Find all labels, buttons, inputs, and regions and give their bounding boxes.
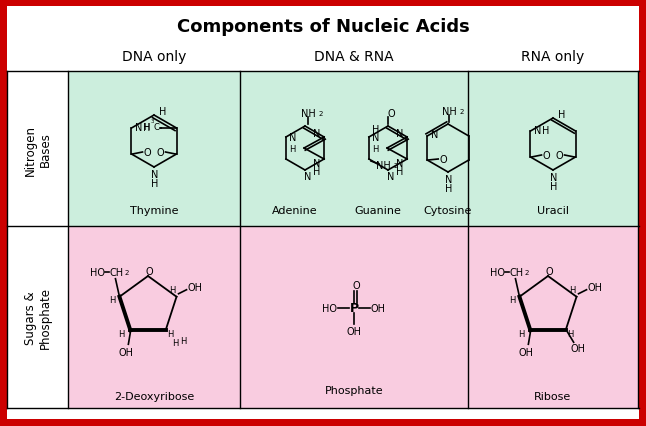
Text: H: H (167, 329, 174, 338)
Text: C: C (154, 122, 160, 131)
Text: H: H (567, 329, 574, 338)
Text: H: H (160, 107, 167, 117)
Text: Thymine: Thymine (130, 205, 178, 216)
Text: O: O (556, 151, 563, 161)
Text: H: H (445, 184, 453, 193)
Text: OH: OH (119, 348, 134, 357)
Text: O: O (143, 148, 151, 158)
Text: H: H (518, 329, 525, 338)
Text: 2: 2 (525, 269, 528, 275)
Text: OH: OH (346, 326, 362, 336)
Text: Nitrogen
Bases: Nitrogen Bases (24, 124, 52, 175)
Text: OH: OH (187, 282, 202, 292)
Text: NH: NH (442, 107, 456, 117)
Text: N: N (388, 172, 395, 181)
Text: N: N (445, 175, 453, 184)
Text: N: N (135, 123, 142, 132)
Text: N: N (397, 129, 404, 139)
Text: O: O (545, 266, 553, 276)
Text: 2: 2 (460, 109, 464, 115)
Text: H: H (118, 329, 125, 338)
Text: Ribose: Ribose (534, 391, 572, 401)
Text: DNA & RNA: DNA & RNA (314, 50, 394, 64)
Text: N: N (397, 158, 404, 169)
Text: H: H (143, 123, 150, 132)
Text: 2: 2 (124, 269, 129, 275)
Text: DNA only: DNA only (122, 50, 186, 64)
Text: 2: 2 (394, 163, 398, 169)
Text: N: N (151, 170, 159, 180)
Text: 2-Deoxyribose: 2-Deoxyribose (114, 391, 194, 401)
Text: H: H (397, 167, 404, 177)
Text: Phosphate: Phosphate (325, 385, 383, 395)
Text: NH: NH (375, 161, 390, 170)
Text: N: N (313, 129, 321, 139)
FancyBboxPatch shape (240, 72, 468, 227)
Text: O: O (145, 266, 153, 276)
Text: N: N (313, 158, 321, 169)
Text: H: H (180, 336, 187, 345)
Text: Cytosine: Cytosine (424, 205, 472, 216)
Text: N: N (372, 132, 380, 143)
Text: H: H (143, 122, 150, 131)
Text: Components of Nucleic Acids: Components of Nucleic Acids (176, 18, 470, 36)
FancyBboxPatch shape (468, 227, 638, 408)
Text: Uracil: Uracil (537, 205, 569, 216)
Text: H: H (289, 144, 295, 153)
Text: H: H (151, 178, 159, 189)
Text: OH: OH (519, 348, 534, 357)
Text: H: H (313, 167, 321, 177)
Text: H: H (169, 285, 176, 294)
Text: N: N (289, 132, 297, 143)
Text: H: H (372, 144, 379, 153)
Text: N: N (304, 172, 311, 181)
Text: H: H (569, 285, 576, 294)
Text: O: O (439, 155, 447, 164)
Text: HO: HO (322, 303, 337, 313)
Text: H: H (558, 110, 566, 120)
Text: NH: NH (300, 109, 315, 119)
Text: OH: OH (570, 343, 585, 354)
Text: Guanine: Guanine (355, 205, 401, 216)
Text: H: H (509, 296, 516, 305)
FancyBboxPatch shape (68, 227, 240, 408)
Text: H: H (372, 125, 380, 135)
FancyBboxPatch shape (468, 72, 638, 227)
FancyBboxPatch shape (7, 7, 639, 419)
Text: 3: 3 (151, 119, 154, 124)
Text: 2: 2 (319, 111, 323, 117)
Text: CH: CH (109, 267, 123, 277)
FancyBboxPatch shape (240, 227, 468, 408)
Text: O: O (352, 280, 360, 290)
Text: N: N (534, 126, 541, 136)
Text: N: N (550, 173, 557, 183)
Text: HO: HO (90, 267, 105, 277)
Text: N: N (430, 130, 438, 140)
Text: RNA only: RNA only (521, 50, 585, 64)
Text: OH: OH (371, 303, 386, 313)
Text: H: H (109, 296, 116, 305)
Text: Sugars &
Phosphate: Sugars & Phosphate (24, 286, 52, 348)
Text: H: H (542, 126, 549, 136)
Text: OH: OH (587, 282, 602, 292)
Text: H: H (550, 181, 557, 192)
Text: O: O (157, 148, 164, 158)
Text: CH: CH (510, 267, 523, 277)
FancyBboxPatch shape (68, 72, 240, 227)
Text: P: P (349, 302, 359, 315)
Text: O: O (543, 151, 550, 161)
Text: Adenine: Adenine (272, 205, 318, 216)
Text: H: H (172, 338, 179, 347)
Text: O: O (387, 109, 395, 119)
Text: HO: HO (490, 267, 505, 277)
